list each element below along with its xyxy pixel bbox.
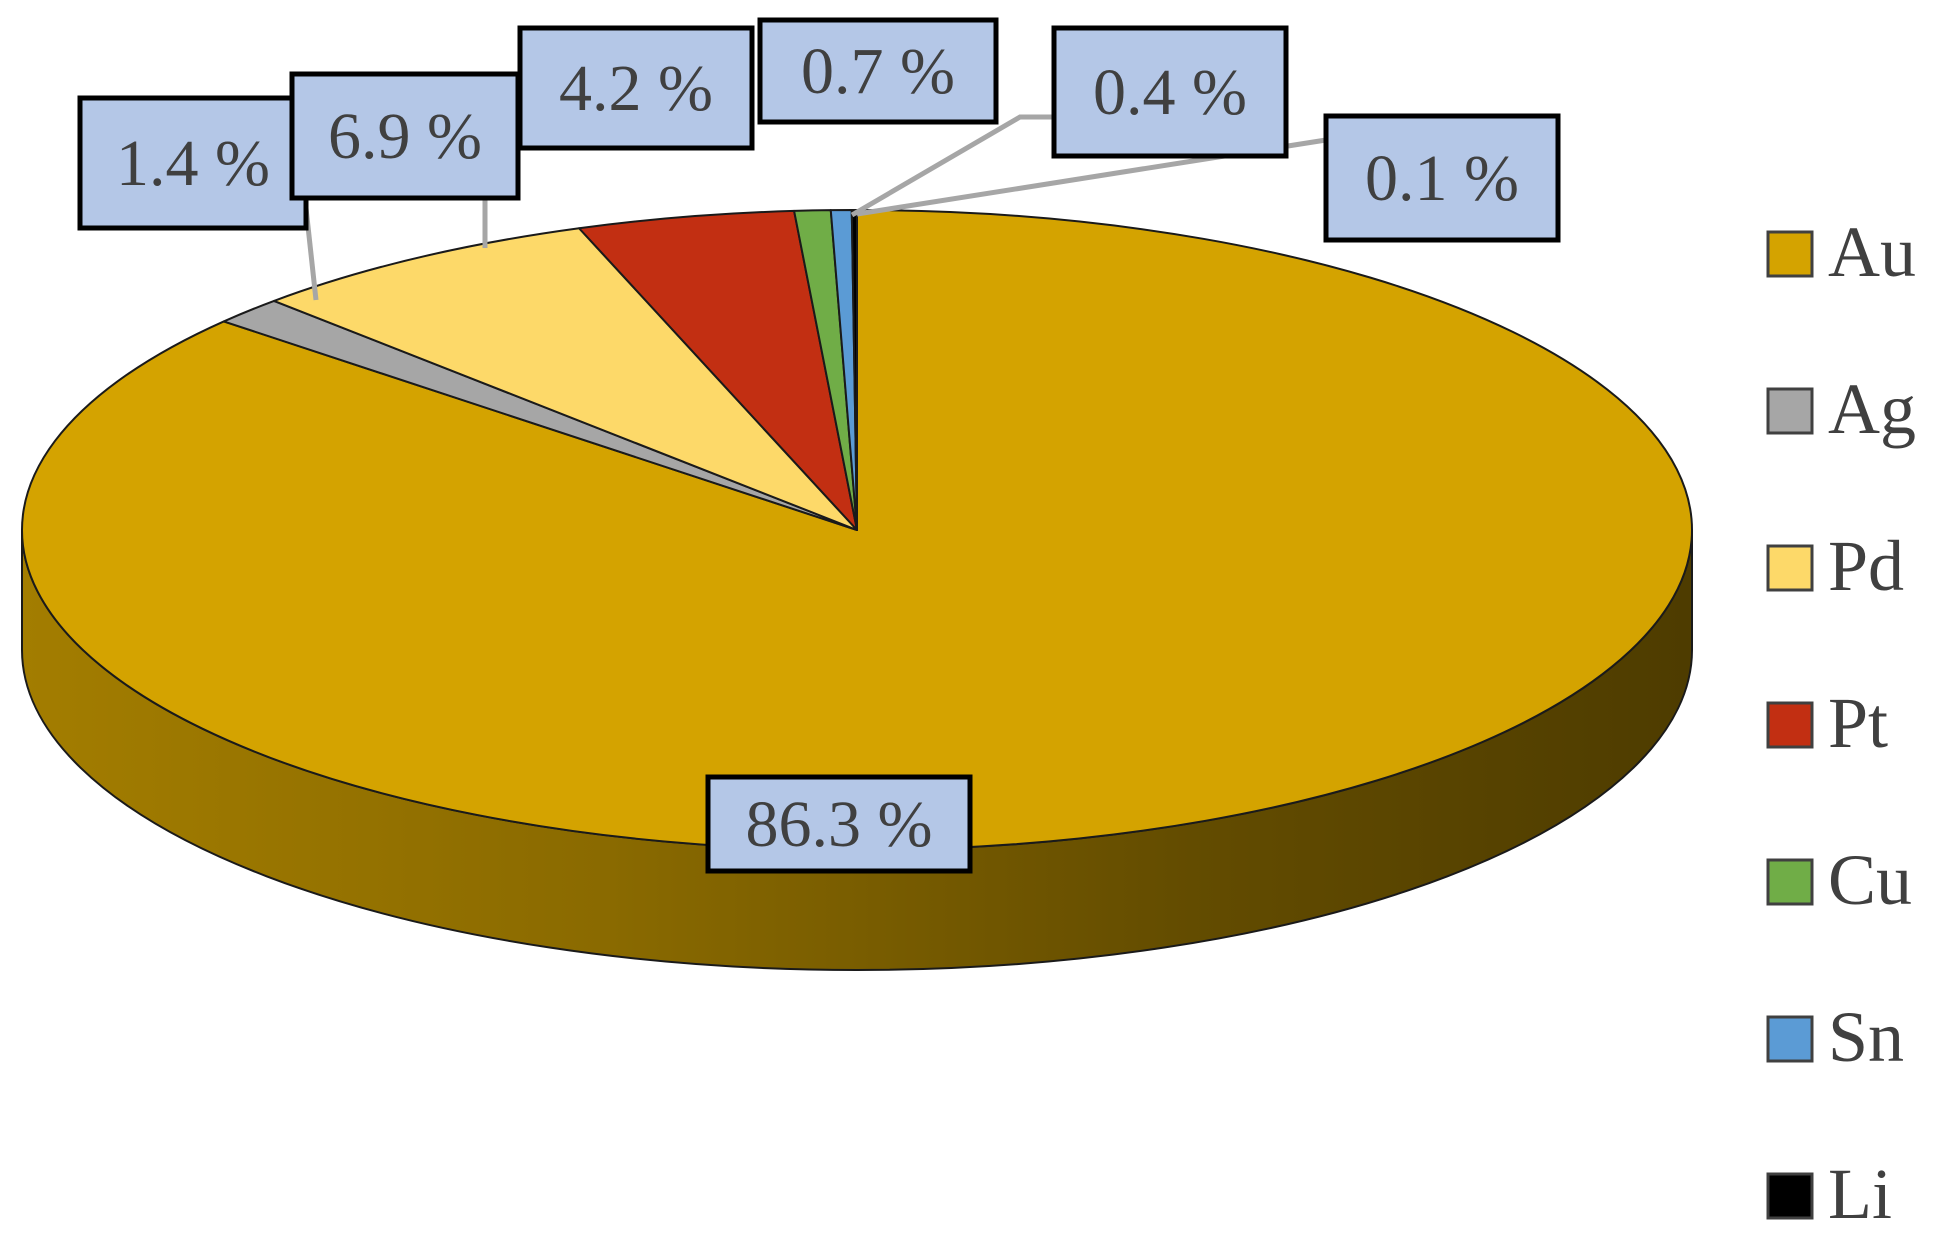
legend-label: Cu xyxy=(1828,840,1912,920)
data-label-ag: 1.4 % xyxy=(77,95,309,231)
legend-swatch xyxy=(1766,387,1814,435)
legend-item-cu: Cu xyxy=(1766,840,1912,920)
data-label-au: 86.3 % xyxy=(705,774,973,874)
pie-slice-au xyxy=(21,209,1693,851)
legend-label: Sn xyxy=(1828,997,1904,1077)
legend-swatch xyxy=(1766,701,1814,749)
legend-label: Au xyxy=(1828,212,1916,292)
leader-line-sn xyxy=(850,114,1054,218)
legend-item-pt: Pt xyxy=(1766,683,1888,763)
legend-label: Ag xyxy=(1828,369,1916,449)
legend-label: Pt xyxy=(1828,683,1888,763)
pie-slice-pd xyxy=(273,227,858,531)
legend-item-au: Au xyxy=(1766,212,1916,292)
data-label-text: 0.1 % xyxy=(1365,142,1519,215)
data-label-text: 1.4 % xyxy=(116,127,270,200)
legend-swatch xyxy=(1766,1015,1814,1063)
data-label-cu: 0.7 % xyxy=(757,17,999,125)
data-label-box xyxy=(1051,25,1289,159)
data-label-box xyxy=(705,774,973,874)
data-label-text: 0.7 % xyxy=(801,35,955,108)
legend-label: Pd xyxy=(1828,526,1904,606)
data-labels: 86.3 % 1.4 % 6.9 % 4.2 % 0.7 % 0.4 % 0.1 % xyxy=(77,17,1561,874)
data-label-pt: 4.2 % xyxy=(517,25,755,151)
data-label-text: 4.2 % xyxy=(559,52,713,125)
legend-swatch xyxy=(1766,544,1814,592)
legend-item-li: Li xyxy=(1766,1154,1892,1234)
data-label-box xyxy=(757,17,999,125)
data-label-box xyxy=(517,25,755,151)
legend-item-ag: Ag xyxy=(1766,369,1916,449)
legend-label: Li xyxy=(1828,1154,1892,1234)
data-label-box xyxy=(77,95,309,231)
data-label-box xyxy=(1323,113,1561,243)
legend-item-sn: Sn xyxy=(1766,997,1904,1077)
data-label-text: 86.3 % xyxy=(746,788,933,861)
pie-slice-pt xyxy=(578,209,858,531)
legend-swatch xyxy=(1766,858,1814,906)
legend-swatch xyxy=(1766,1172,1814,1220)
pie-top xyxy=(21,209,1693,851)
data-label-text: 0.4 % xyxy=(1093,56,1247,129)
data-label-sn: 0.4 % xyxy=(1051,25,1289,159)
data-label-text: 6.9 % xyxy=(328,100,482,173)
data-label-li: 0.1 % xyxy=(1323,113,1561,243)
data-label-pd: 6.9 % xyxy=(289,71,521,201)
legend-item-pd: Pd xyxy=(1766,526,1904,606)
legend: Au Ag Pd Pt Cu Sn Li xyxy=(1766,212,1916,1234)
legend-swatch xyxy=(1766,230,1814,278)
